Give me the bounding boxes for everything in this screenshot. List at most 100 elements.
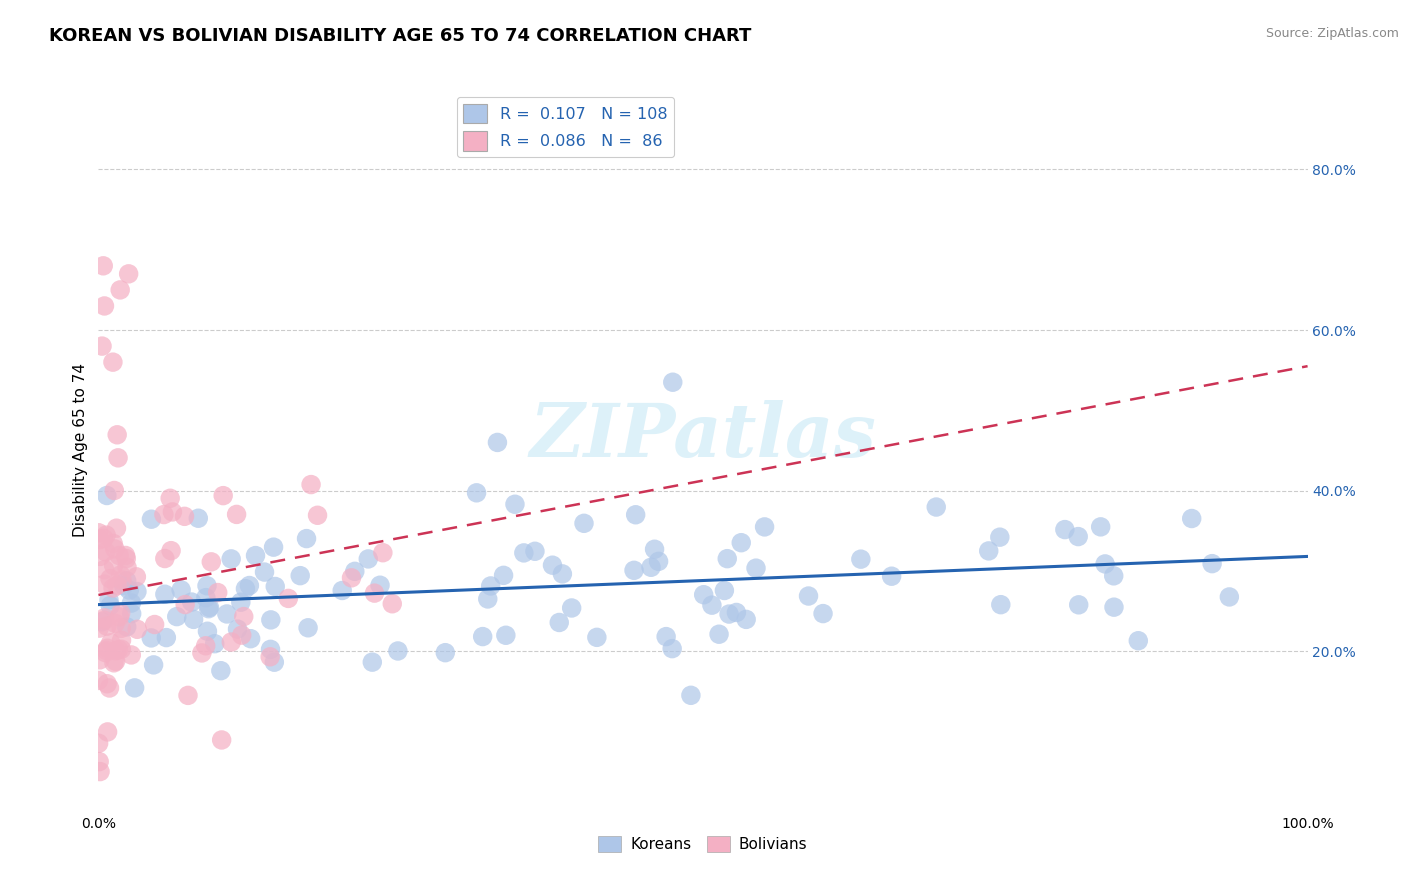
Point — [655, 630, 678, 644]
Point — [127, 622, 149, 636]
Point — [297, 621, 319, 635]
Point — [197, 624, 219, 639]
Point — [98, 599, 121, 613]
Point — [718, 607, 741, 621]
Point — [368, 578, 391, 592]
Legend: Koreans, Bolivians: Koreans, Bolivians — [592, 830, 814, 858]
Point — [87, 525, 110, 540]
Point — [101, 581, 124, 595]
Point — [231, 628, 253, 642]
Point — [1067, 598, 1090, 612]
Point — [486, 435, 509, 450]
Point — [434, 646, 457, 660]
Point — [194, 591, 217, 605]
Point — [183, 612, 205, 626]
Point — [477, 591, 499, 606]
Point — [98, 572, 121, 586]
Point — [1102, 600, 1125, 615]
Point — [105, 427, 128, 442]
Point — [492, 568, 515, 582]
Point — [340, 571, 363, 585]
Point — [707, 627, 730, 641]
Point — [110, 568, 132, 582]
Point — [990, 598, 1012, 612]
Point — [103, 656, 125, 670]
Point — [91, 615, 114, 629]
Text: Source: ZipAtlas.com: Source: ZipAtlas.com — [1265, 27, 1399, 40]
Point — [115, 551, 138, 566]
Point — [89, 549, 111, 564]
Point — [211, 733, 233, 747]
Point — [735, 612, 758, 626]
Point — [238, 578, 260, 592]
Point — [120, 596, 142, 610]
Point — [264, 580, 287, 594]
Point — [101, 536, 124, 550]
Point — [661, 641, 683, 656]
Point — [110, 621, 132, 635]
Point — [96, 677, 118, 691]
Point — [253, 565, 276, 579]
Point — [125, 584, 148, 599]
Point — [174, 598, 197, 612]
Point — [624, 508, 647, 522]
Point — [1128, 633, 1150, 648]
Point — [124, 681, 146, 695]
Point — [692, 588, 714, 602]
Point — [465, 485, 488, 500]
Point — [260, 613, 283, 627]
Point — [541, 558, 564, 573]
Point — [295, 532, 318, 546]
Point — [89, 755, 111, 769]
Point — [96, 619, 118, 633]
Point — [162, 505, 184, 519]
Point — [551, 566, 574, 581]
Point — [225, 508, 247, 522]
Point — [207, 585, 229, 599]
Point — [89, 764, 111, 779]
Point — [700, 598, 723, 612]
Point — [745, 561, 768, 575]
Point — [640, 560, 662, 574]
Point — [94, 528, 117, 542]
Point — [87, 673, 110, 688]
Point — [307, 508, 329, 523]
Point — [219, 635, 242, 649]
Point — [143, 617, 166, 632]
Point — [716, 551, 738, 566]
Point — [97, 725, 120, 739]
Point — [381, 597, 404, 611]
Point — [93, 613, 115, 627]
Y-axis label: Disability Age 65 to 74: Disability Age 65 to 74 — [73, 363, 89, 538]
Point — [87, 736, 110, 750]
Point — [104, 644, 127, 658]
Point — [239, 632, 262, 646]
Point — [155, 631, 177, 645]
Point — [1090, 520, 1112, 534]
Point — [623, 563, 645, 577]
Point — [104, 616, 127, 631]
Point — [713, 583, 735, 598]
Point — [96, 488, 118, 502]
Point — [523, 544, 546, 558]
Point — [198, 600, 221, 615]
Point — [110, 606, 132, 620]
Point — [290, 568, 312, 582]
Point — [977, 544, 1000, 558]
Point — [108, 609, 131, 624]
Point — [96, 643, 118, 657]
Point — [471, 630, 494, 644]
Point — [513, 546, 536, 560]
Point — [299, 477, 322, 491]
Point — [170, 582, 193, 597]
Point — [586, 631, 609, 645]
Point — [679, 689, 702, 703]
Point — [98, 681, 121, 695]
Point — [97, 593, 120, 607]
Point — [647, 554, 669, 568]
Point — [479, 579, 502, 593]
Point — [173, 509, 195, 524]
Point — [277, 591, 299, 606]
Point — [125, 570, 148, 584]
Point — [103, 558, 125, 573]
